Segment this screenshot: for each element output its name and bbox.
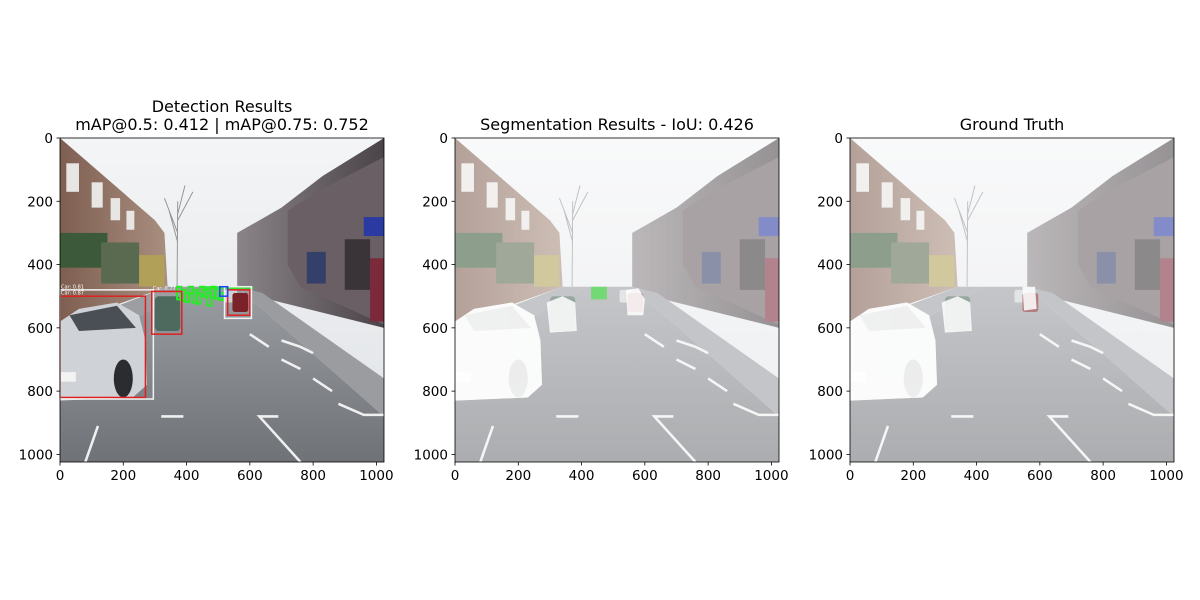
y-tick-label: 200 <box>27 194 53 210</box>
street-image <box>455 138 779 462</box>
detection-label-1: Car: 0.87 <box>61 291 84 297</box>
detection-box-5 <box>223 285 253 320</box>
panel-title-line: mAP@0.5: 0.412 | mAP@0.75: 0.752 <box>75 115 369 134</box>
panel-3: 0 200 400 600 800 100002004006008001000Ground… <box>809 115 1184 484</box>
panel-title-line: Ground Truth <box>960 115 1065 134</box>
y-tick-label: 400 <box>27 258 53 274</box>
whiten-overlay <box>850 138 1174 462</box>
x-tick-label: 0 <box>56 468 65 484</box>
y-tick-label: 1000 <box>809 447 843 463</box>
y-tick-label: 400 <box>817 258 843 274</box>
detection-label-3: Car: 0.77 <box>153 286 176 292</box>
car-mask <box>850 286 1037 401</box>
y-tick-label: 1000 <box>414 447 448 463</box>
street-image <box>850 138 1174 462</box>
y-tick-label: 600 <box>817 321 843 337</box>
x-tick-label: 800 <box>1090 468 1116 484</box>
x-tick-label: 600 <box>237 468 263 484</box>
x-tick-label: 200 <box>900 468 926 484</box>
axes-frame <box>849 137 1175 463</box>
detection-box-4 <box>226 289 251 316</box>
y-tick-label: 0 <box>439 131 448 147</box>
x-tick-label: 600 <box>1027 468 1053 484</box>
x-tick-label: 1000 <box>1149 468 1183 484</box>
detection-label-2: Car: 0.81 <box>61 284 84 290</box>
y-tick-label: 400 <box>422 258 448 274</box>
y-tick-label: 800 <box>27 384 53 400</box>
x-tick-label: 400 <box>569 468 595 484</box>
y-tick-label: 800 <box>422 384 448 400</box>
x-tick-label: 800 <box>300 468 326 484</box>
car-mask <box>455 288 645 401</box>
x-tick-label: 600 <box>632 468 658 484</box>
panel-title: Segmentation Results - IoU: 0.426 <box>480 115 754 134</box>
x-tick-label: 0 <box>846 468 855 484</box>
y-tick-label: 200 <box>817 194 843 210</box>
street-image <box>60 138 384 462</box>
x-tick-label: 400 <box>964 468 990 484</box>
x-tick-label: 800 <box>695 468 721 484</box>
y-tick-label: 600 <box>422 321 448 337</box>
panel-title: Ground Truth <box>960 115 1065 134</box>
x-tick-label: 200 <box>505 468 531 484</box>
x-tick-label: 400 <box>174 468 200 484</box>
detection-box-3 <box>151 290 183 335</box>
y-tick-label: 200 <box>422 194 448 210</box>
x-tick-label: 200 <box>110 468 136 484</box>
detection-box-6 <box>219 285 229 297</box>
axes-frame <box>454 137 780 463</box>
y-tick-label: 0 <box>44 131 53 147</box>
x-tick-label: 1000 <box>754 468 788 484</box>
y-tick-label: 600 <box>27 321 53 337</box>
y-tick-label: 800 <box>817 384 843 400</box>
y-tick-label: 1000 <box>19 447 53 463</box>
x-tick-label: 1000 <box>359 468 393 484</box>
panel-2: 0 200 400 600 800 100002004006008001000Segmen… <box>414 115 789 484</box>
whiten-overlay <box>455 138 779 462</box>
panel-title-line: Detection Results <box>152 97 293 116</box>
x-tick-label: 0 <box>451 468 460 484</box>
y-tick-label: 0 <box>834 131 843 147</box>
axes-frame <box>59 137 385 463</box>
panel-title-line: Segmentation Results - IoU: 0.426 <box>480 115 754 134</box>
